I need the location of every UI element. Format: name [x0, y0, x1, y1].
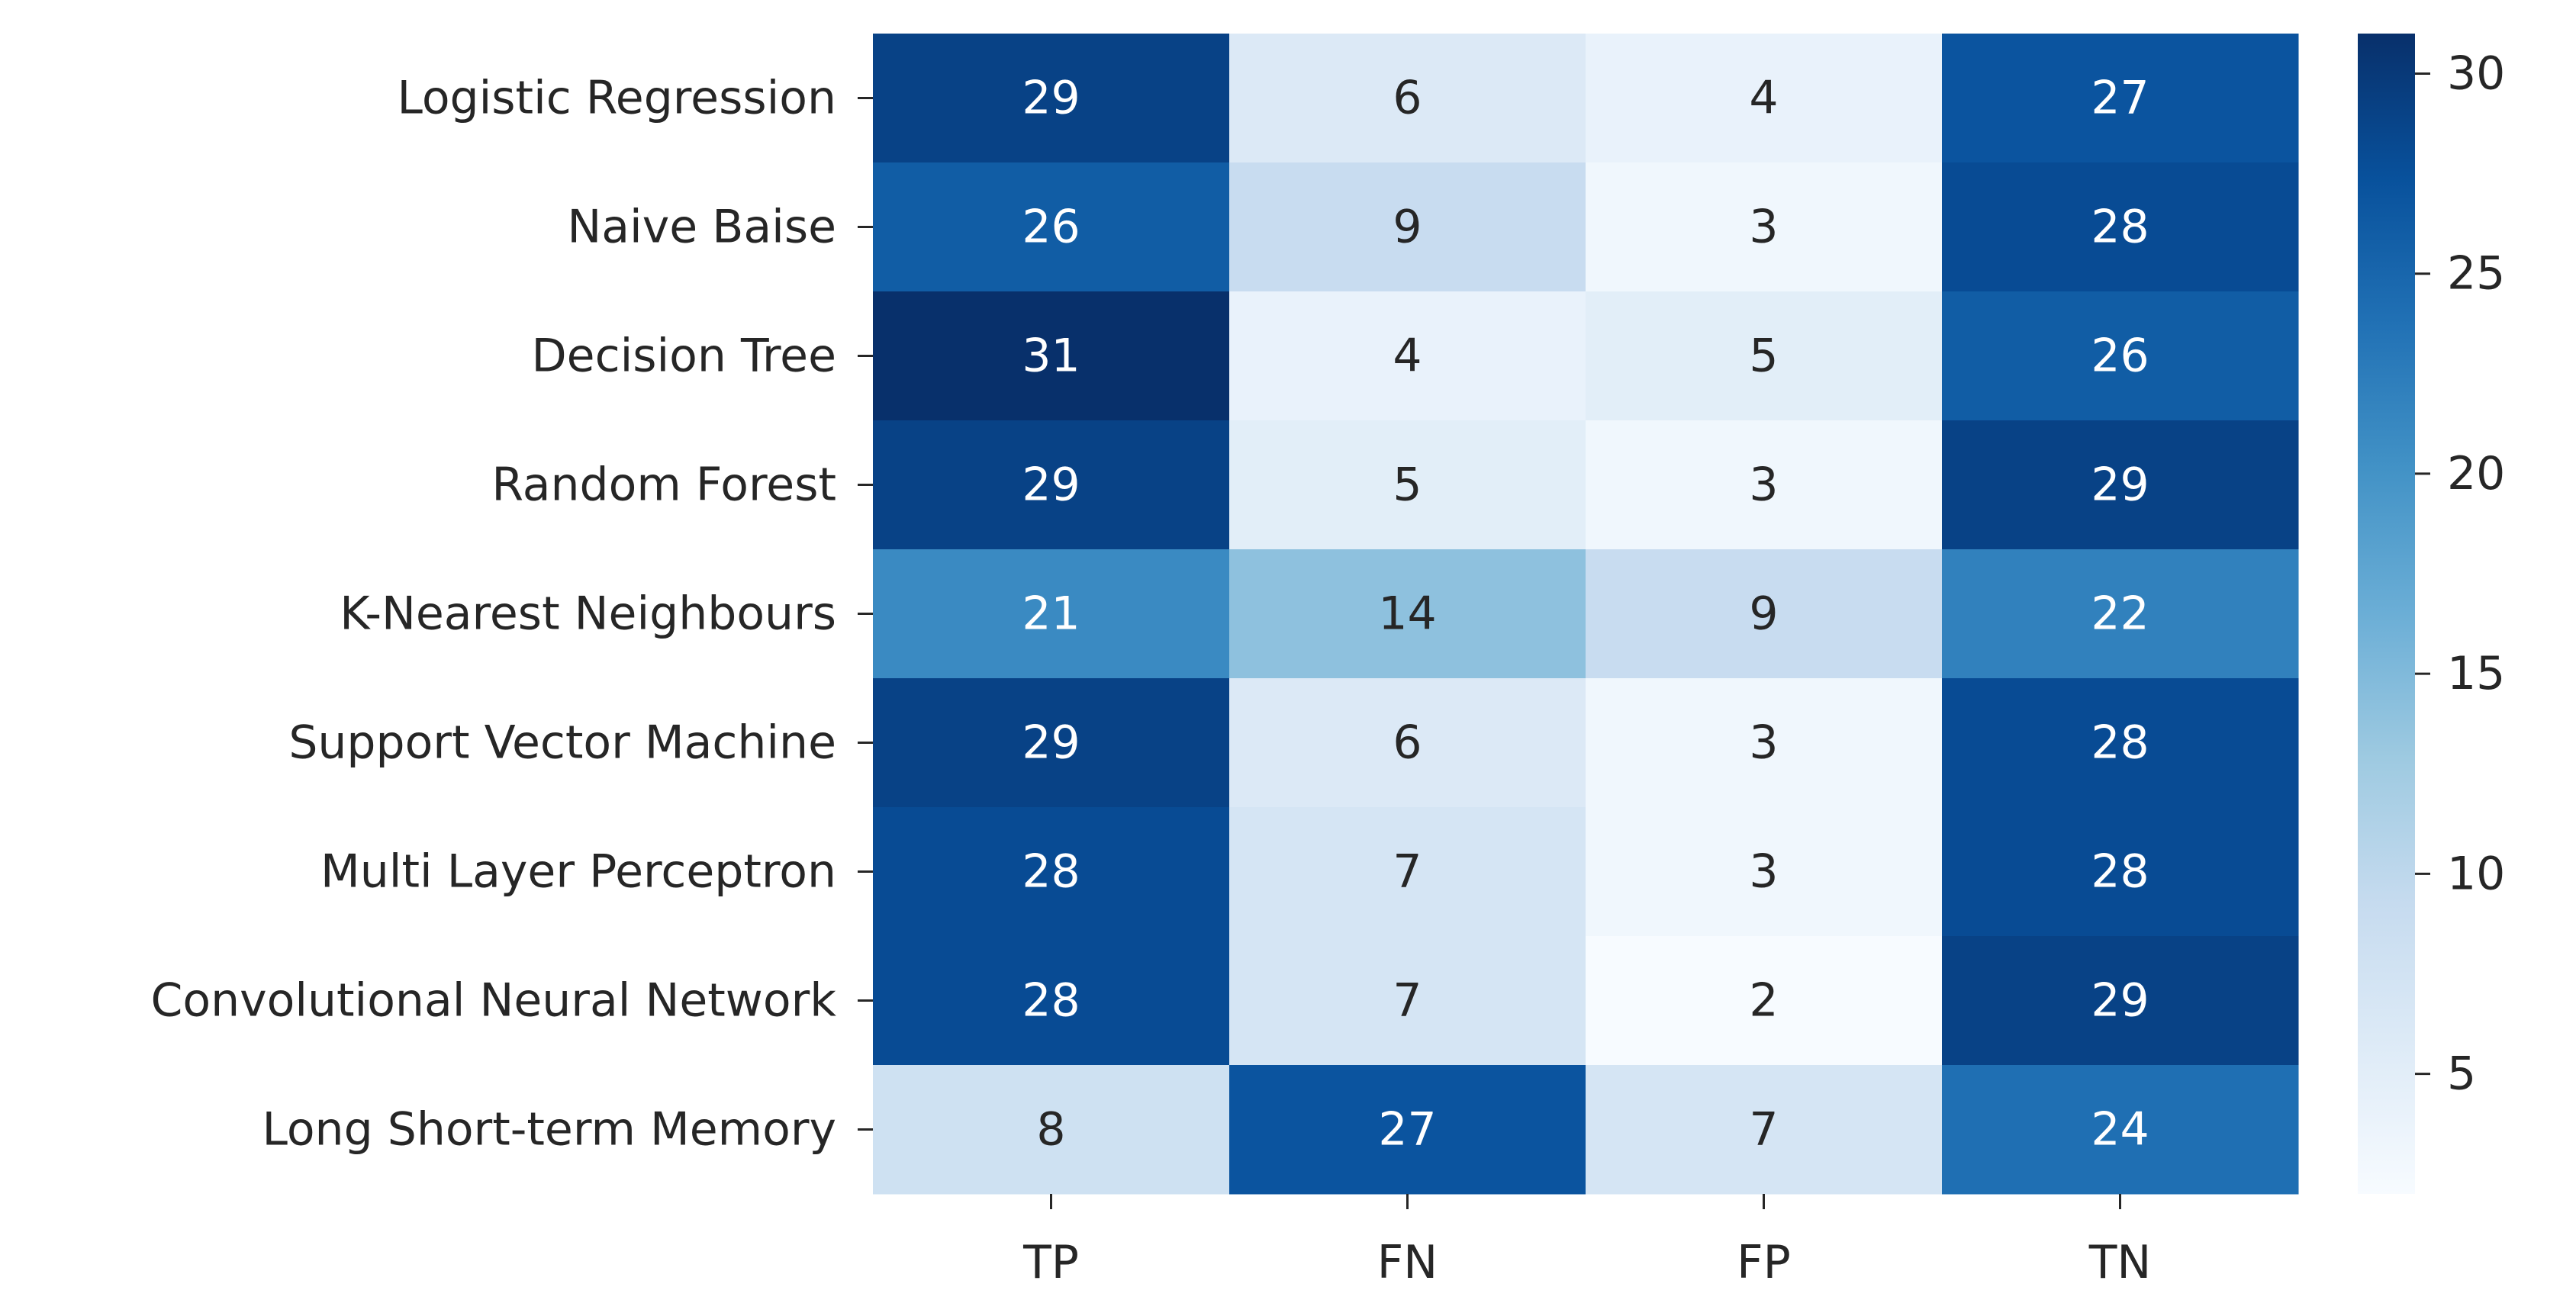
- cell-value-label: 24: [2091, 1103, 2149, 1157]
- heatmap-cell: [1229, 549, 1586, 679]
- cell-value-label: 8: [1036, 1103, 1065, 1157]
- cell-value-label: 26: [2091, 330, 2149, 383]
- row-label: Convolutional Neural Network: [150, 974, 836, 1028]
- heatmap-cell: [873, 807, 1230, 937]
- heatmap-cell: [873, 936, 1230, 1066]
- cell-value-label: 4: [1749, 72, 1778, 125]
- cell-value-label: 28: [2091, 716, 2149, 770]
- row-label: Multi Layer Perceptron: [320, 845, 836, 899]
- heatmap-cell: [873, 34, 1230, 163]
- column-label: TN: [2088, 1236, 2152, 1289]
- column-label: FP: [1737, 1236, 1791, 1289]
- heatmap-cell: [1586, 34, 1943, 163]
- row-label: Long Short-term Memory: [262, 1103, 836, 1157]
- heatmap-cell: [1586, 420, 1943, 550]
- cell-value-label: 4: [1393, 330, 1422, 383]
- cell-value-label: 29: [2091, 974, 2149, 1028]
- row-label: Naive Baise: [567, 201, 836, 254]
- heatmap-cell: [1229, 420, 1586, 550]
- colorbar-tick-label: 25: [2447, 247, 2505, 301]
- row-label: Logistic Regression: [397, 72, 836, 125]
- cell-value-label: 3: [1749, 459, 1778, 512]
- colorbar: 5 10 15 20 25 30: [2358, 34, 2505, 1194]
- colorbar-tick-label: 30: [2447, 47, 2505, 100]
- heatmap-cell: [1586, 1065, 1943, 1195]
- heatmap-cell: [1942, 291, 2299, 421]
- heatmap-cell: [1229, 807, 1586, 937]
- cell-value-label: 7: [1393, 845, 1422, 899]
- cell-value-label: 26: [1022, 201, 1080, 254]
- colorbar-tick-label: 20: [2447, 447, 2505, 500]
- heatmap-cell: [1942, 936, 2299, 1066]
- cell-value-label: 5: [1393, 459, 1422, 512]
- heatmap-cell: [1229, 1065, 1586, 1195]
- row-label: Support Vector Machine: [288, 716, 836, 770]
- cell-value-label: 29: [1022, 72, 1080, 125]
- heatmap-cell: [1586, 936, 1943, 1066]
- colorbar-tick-label: 5: [2447, 1047, 2476, 1101]
- cell-value-label: 3: [1749, 201, 1778, 254]
- heatmap-cell: [1942, 678, 2299, 808]
- cell-value-label: 28: [1022, 845, 1080, 899]
- cell-value-label: 5: [1749, 330, 1778, 383]
- heatmap-cell: [873, 420, 1230, 550]
- cell-value-label: 7: [1393, 974, 1422, 1028]
- cell-value-label: 21: [1022, 587, 1080, 641]
- cell-value-label: 3: [1749, 845, 1778, 899]
- colorbar-tick-label: 10: [2447, 847, 2505, 900]
- cell-value-label: 9: [1749, 587, 1778, 641]
- cell-value-label: 29: [1022, 459, 1080, 512]
- colorbar-tick-label: 15: [2447, 647, 2505, 700]
- heatmap-cell: [1942, 1065, 2299, 1195]
- row-label: Random Forest: [491, 459, 836, 512]
- cell-value-label: 29: [1022, 716, 1080, 770]
- cell-value-label: 28: [2091, 201, 2149, 254]
- heatmap-cell: [1942, 549, 2299, 679]
- cell-value-label: 22: [2091, 587, 2149, 641]
- cell-value-label: 27: [1378, 1103, 1436, 1157]
- row-labels: Logistic Regression Naive Baise Decision T…: [150, 72, 873, 1157]
- heatmap-cell: [1942, 34, 2299, 163]
- heatmap-cell: [873, 1065, 1230, 1195]
- heatmap-cell: [1586, 807, 1943, 937]
- heatmap-cell: [1586, 678, 1943, 808]
- heatmap-cell: [1229, 678, 1586, 808]
- heatmap-cell: [1586, 291, 1943, 421]
- cell-value-label: 31: [1022, 330, 1080, 383]
- heatmap-cell: [873, 678, 1230, 808]
- cell-value-label: 7: [1749, 1103, 1778, 1157]
- heatmap-cell: [1586, 162, 1943, 292]
- heatmap-cell: [1229, 936, 1586, 1066]
- cell-value-label: 9: [1393, 201, 1422, 254]
- cell-value-label: 6: [1393, 716, 1422, 770]
- row-label: K-Nearest Neighbours: [340, 587, 836, 641]
- cell-value-label: 29: [2091, 459, 2149, 512]
- heatmap-cell: [873, 162, 1230, 292]
- heatmap-cell: [873, 291, 1230, 421]
- cell-value-label: 2: [1749, 974, 1778, 1028]
- column-labels: TP FN FP TN: [1022, 1194, 2151, 1289]
- cell-value-label: 6: [1393, 72, 1422, 125]
- heatmap-cell: [1942, 807, 2299, 937]
- column-label: TP: [1022, 1236, 1079, 1289]
- cell-value-label: 3: [1749, 716, 1778, 770]
- heatmap-cell: [1586, 549, 1943, 679]
- heatmap-cell: [1942, 162, 2299, 292]
- heatmap-cell: [1942, 420, 2299, 550]
- cell-value-label: 27: [2091, 72, 2149, 125]
- cell-value-label: 28: [2091, 845, 2149, 899]
- cell-value-label: 28: [1022, 974, 1080, 1028]
- column-label: FN: [1377, 1236, 1438, 1289]
- heatmap-cell: [1229, 34, 1586, 163]
- heatmap-cell: [1229, 291, 1586, 421]
- heatmap-cell: [873, 549, 1230, 679]
- heatmap-cells: [873, 34, 2299, 1195]
- colorbar-gradient: [2358, 34, 2415, 1194]
- cell-value-label: 14: [1378, 587, 1436, 641]
- row-label: Decision Tree: [531, 330, 836, 383]
- heatmap-cell: [1229, 162, 1586, 292]
